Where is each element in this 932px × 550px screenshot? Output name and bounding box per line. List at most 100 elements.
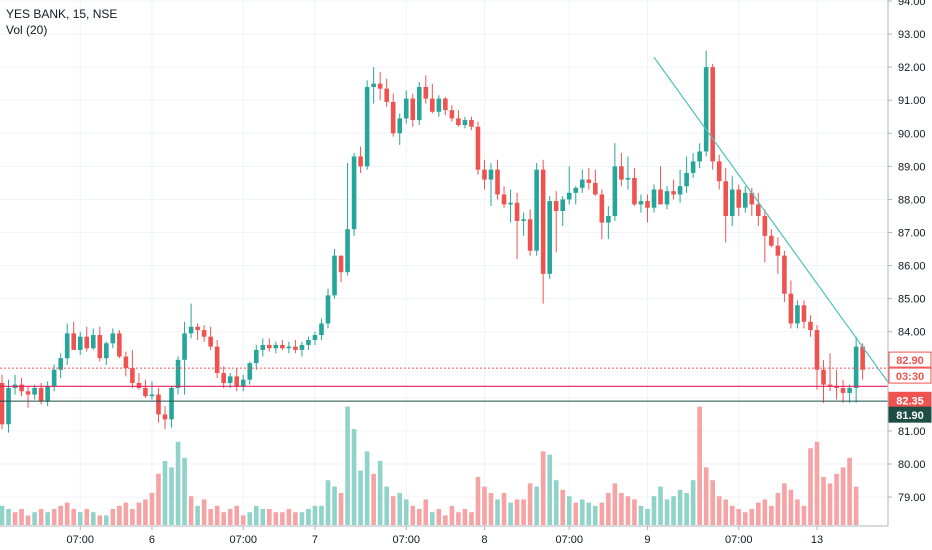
grid [0, 0, 888, 526]
candle [345, 163, 350, 276]
candle [534, 163, 539, 256]
candle [25, 386, 31, 408]
volume-bar [221, 512, 226, 525]
candle [240, 374, 246, 392]
volume-bar [201, 499, 207, 525]
volume-bar [710, 480, 715, 525]
candle [625, 156, 631, 190]
volume-bar [351, 429, 357, 525]
candle [619, 153, 624, 187]
volume-bar [267, 509, 272, 525]
volume-bar [38, 509, 44, 525]
candle-body [306, 339, 311, 345]
volume-bar [162, 461, 168, 525]
candle-body [729, 189, 735, 216]
price-tick-label: 86.00 [898, 261, 926, 273]
volume-bar [25, 515, 31, 525]
volume-bar [64, 502, 70, 525]
price-tick-label: 92.00 [898, 62, 926, 74]
candle [208, 326, 213, 350]
candle-body [156, 394, 161, 415]
candle-body [495, 169, 500, 195]
volume-bar [280, 512, 285, 525]
volume-bar [364, 451, 370, 525]
volume-bar [527, 483, 533, 525]
candle [443, 96, 448, 116]
candle [143, 379, 148, 398]
candle [430, 83, 435, 114]
candle-body [149, 394, 155, 397]
time-tick-label: 07:00 [725, 534, 753, 546]
volume-bar [619, 493, 624, 525]
price-tag-label: 81.90 [896, 410, 924, 422]
candle-body [97, 335, 103, 359]
candle-body [90, 335, 96, 349]
candle [351, 153, 357, 236]
trendline[interactable] [653, 56, 916, 420]
candle-body [749, 192, 755, 205]
candle [130, 349, 135, 388]
candles [0, 50, 865, 433]
volume-bar [214, 505, 220, 525]
price-tag-box [888, 367, 932, 384]
volume-bar [795, 499, 800, 525]
volume-bar [195, 505, 200, 525]
candle [703, 50, 709, 157]
candle-body [560, 199, 566, 212]
candle-body [6, 387, 11, 425]
candle [586, 168, 592, 190]
candle-body [853, 346, 859, 388]
price-tag[interactable]: 03:30 [888, 367, 932, 384]
price-tag[interactable]: 82.35 [888, 391, 932, 408]
candle-body [521, 219, 526, 221]
time-tick-label: 9 [644, 534, 650, 546]
candle [182, 321, 187, 395]
candle [501, 186, 507, 208]
volume-bar [332, 486, 337, 525]
price-tag[interactable]: 81.90 [888, 406, 932, 423]
price-tag-label: 82.35 [896, 395, 924, 407]
candle [860, 343, 865, 380]
candle [286, 341, 292, 354]
candle-body [267, 344, 272, 349]
candle [671, 179, 676, 200]
price-tag[interactable]: 82.90 [888, 351, 932, 368]
candle-body [345, 229, 350, 273]
candle-body [553, 201, 559, 212]
candle-body [736, 189, 742, 208]
symbol-title[interactable]: YES BANK, 15, NSE [6, 7, 118, 21]
volume-bar [403, 499, 409, 525]
volume-bar [606, 493, 611, 525]
volume-bar [51, 509, 57, 525]
volume-indicator-label[interactable]: Vol (20) [6, 23, 48, 37]
candle [632, 168, 637, 207]
price-tag-label: 82.90 [896, 355, 924, 367]
candle [221, 366, 226, 388]
drawn-lines [0, 56, 916, 420]
candle [514, 192, 520, 259]
candle [560, 196, 566, 226]
candle-body [188, 326, 194, 334]
candle-body [130, 368, 135, 383]
volume-bar [208, 509, 213, 525]
volume-bar [430, 512, 435, 525]
candle [579, 169, 585, 193]
candle [462, 116, 468, 129]
price-tick-label: 94.00 [898, 0, 926, 8]
candle [495, 159, 500, 200]
candle-body [488, 169, 494, 180]
volume-bar [377, 461, 383, 525]
volume-bar [110, 509, 116, 525]
volume-bar [840, 467, 846, 525]
time-tick-label: 07:00 [392, 534, 420, 546]
candle-body [25, 391, 31, 395]
candle-body [182, 333, 187, 360]
volume-bar [521, 499, 526, 525]
volume-bar [182, 457, 187, 525]
candle-body [508, 202, 513, 205]
volume-bar [645, 509, 650, 525]
candle-body [364, 86, 370, 167]
candle [488, 163, 494, 207]
candle [814, 325, 820, 390]
